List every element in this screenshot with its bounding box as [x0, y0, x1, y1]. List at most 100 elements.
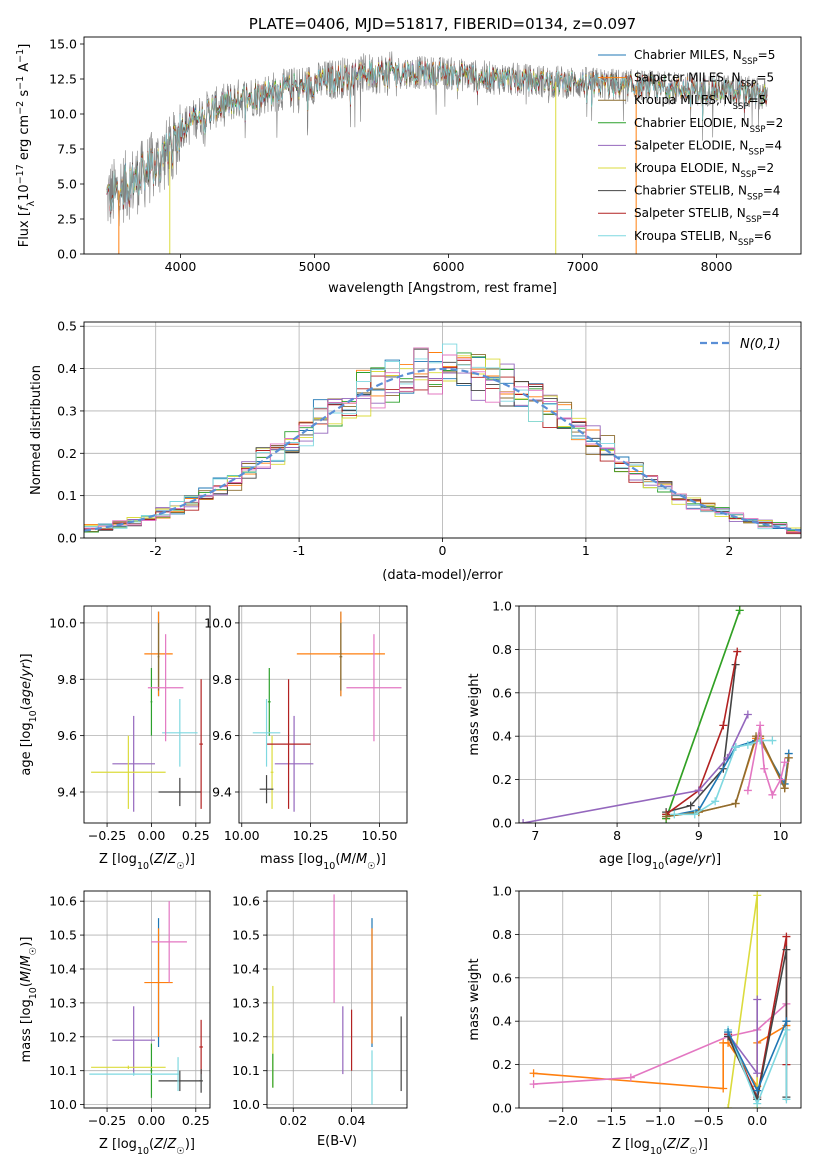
- x-tick-label: 4000: [165, 259, 197, 274]
- y-tick-label: 0.0: [57, 247, 77, 262]
- series-marker: [776, 775, 785, 784]
- errorbar-point: [339, 622, 343, 691]
- series-path: [727, 895, 758, 1108]
- y-tick-label: 0.6: [492, 685, 512, 700]
- legend-label: Kroupa MILES, NSSP=5: [634, 93, 766, 112]
- y-axis-label: mass [log10(M/M☉)]: [19, 937, 39, 1063]
- y-tick-label: 0.5: [57, 319, 77, 334]
- y-axis-label: Normed distribution: [29, 365, 44, 495]
- errorbar-point: [199, 1069, 203, 1093]
- y-tick-label: 10.0: [49, 1097, 77, 1112]
- series-marker: [711, 797, 720, 806]
- y-tick-label: 0.1: [57, 488, 77, 503]
- x-tick-label: 7: [531, 828, 539, 843]
- errorbar-point: [147, 634, 184, 742]
- errorbar-point: [274, 715, 314, 812]
- x-tick-label: 10.50: [362, 828, 398, 843]
- y-tick-label: 10.0: [49, 107, 77, 122]
- y-tick-label: 1.0: [492, 599, 512, 614]
- series-marker: [735, 606, 744, 615]
- y-tick-label: 0.3: [57, 403, 77, 418]
- series-path: [665, 610, 741, 819]
- series-marker: [724, 1028, 733, 1037]
- x-tick-label: 0: [439, 543, 447, 558]
- y-tick-label: 10.6: [49, 894, 77, 909]
- series-marker: [753, 1099, 762, 1108]
- y-tick-label: 10.1: [49, 1063, 77, 1078]
- series-marker: [519, 819, 528, 823]
- series-marker: [743, 710, 752, 719]
- y-tick-label: 12.5: [49, 72, 77, 87]
- spectrum-legend: Chabrier MILES, NSSP=5 Salpeter MILES, NS…: [598, 48, 783, 248]
- x-tick-label: 1: [582, 543, 590, 558]
- errorbar-point: [158, 1070, 202, 1092]
- x-tick-label: −0.25: [88, 1113, 126, 1128]
- y-tick-label: 10.1: [232, 1063, 260, 1078]
- errorbar-point: [267, 668, 271, 736]
- errorbar-point: [150, 1043, 153, 1098]
- errorbar-point: [150, 668, 153, 736]
- y-tick-label: 0.8: [492, 927, 512, 942]
- errorbar-point: [157, 622, 160, 691]
- age-vs-Z-chart: −0.25 0.00 0.25 9.4 9.6 9.8 10.0 Z [log10(Z/Z☉)…: [19, 605, 211, 872]
- residual-histogram-chart: -2 -1 0 1 2 0.0 0.1 0.2 0.3 0.4 0.5 (data-model)/er…: [29, 319, 802, 583]
- errorbar-point: [91, 1065, 166, 1070]
- errorbar-point: [252, 699, 281, 767]
- y-axis-label: Flux [fλ10−17 erg cm−2 s−1 A−1]: [15, 44, 37, 248]
- x-tick-label: 2: [725, 543, 733, 558]
- x-tick-label: -1: [293, 543, 305, 558]
- errorbar-point: [112, 715, 155, 812]
- series-marker: [626, 1073, 635, 1082]
- y-tick-label: 15.0: [49, 37, 77, 52]
- series-path: [665, 735, 790, 818]
- x-axis-label: age [log10(age/yr)]: [599, 852, 721, 872]
- series-marker: [529, 1080, 538, 1089]
- series-marker: [782, 1017, 791, 1026]
- histogram-step: [84, 347, 801, 533]
- x-axis-label: mass [log10(M/M☉)]: [260, 852, 386, 872]
- x-tick-label: 8: [613, 828, 621, 843]
- errorbar-point: [144, 928, 173, 1037]
- spectrum-lines: [106, 51, 768, 254]
- x-tick-label: 0.02: [279, 1113, 307, 1128]
- series-path: [727, 1029, 788, 1106]
- errorbar-point: [158, 777, 202, 807]
- y-tick-label: 0.0: [492, 816, 512, 831]
- series-marker: [760, 764, 769, 773]
- y-tick-label: 0.8: [492, 642, 512, 657]
- errorbar-point: [91, 735, 166, 809]
- y-tick-label: 10.4: [232, 961, 260, 976]
- y-tick-label: 9.8: [212, 672, 232, 687]
- mass-vs-Z-chart: −0.25 0.00 0.25 10.0 10.1 10.2 10.3 10.4 10.5 10.…: [19, 890, 211, 1157]
- x-tick-label: −2.0: [548, 1113, 578, 1128]
- series-marker: [724, 1104, 733, 1108]
- series-marker: [780, 784, 789, 793]
- errorbar-point: [162, 699, 198, 767]
- x-axis-label: (data-model)/error: [382, 568, 503, 583]
- y-tick-label: 0.0: [57, 531, 77, 546]
- series-marker: [782, 1095, 791, 1104]
- errorbar-point: [89, 1072, 179, 1076]
- y-axis-label: age [log10(age/yr)]: [19, 653, 39, 775]
- errorbar-point: [266, 679, 311, 809]
- y-tick-label: 10.0: [49, 615, 77, 630]
- series-path: [665, 651, 738, 815]
- x-tick-label: 10.00: [224, 828, 260, 843]
- series-marker: [529, 1069, 538, 1078]
- series-marker: [753, 1069, 762, 1078]
- legend-label: Chabrier ELODIE, NSSP=2: [634, 116, 783, 135]
- x-tick-label: 0.00: [138, 1113, 166, 1128]
- y-tick-label: 9.6: [57, 728, 77, 743]
- series-line: [724, 1017, 791, 1095]
- model-spectrum: [106, 60, 768, 213]
- series-marker: [743, 740, 752, 749]
- y-tick-label: 5.0: [57, 177, 77, 192]
- legend-label: Salpeter MILES, NSSP=5: [634, 71, 774, 90]
- legend-label: Salpeter ELODIE, NSSP=4: [634, 138, 782, 157]
- y-tick-label: 9.6: [212, 728, 232, 743]
- errorbar-point: [199, 1019, 203, 1075]
- series-marker: [686, 801, 695, 810]
- errorbar-point: [151, 901, 187, 983]
- errorbar-point: [177, 1057, 179, 1092]
